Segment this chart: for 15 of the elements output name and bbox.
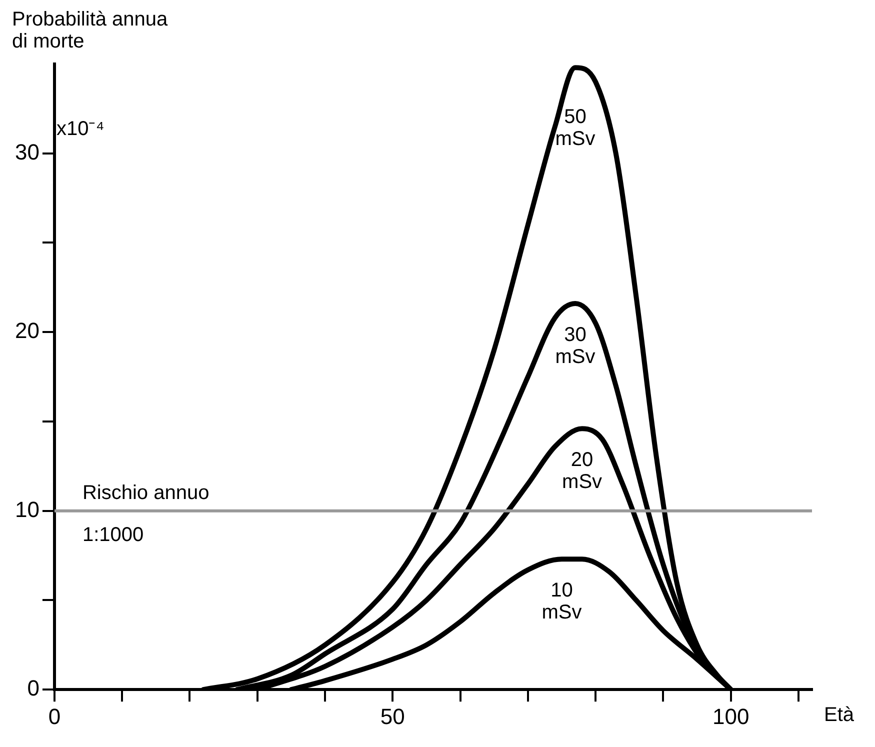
y-tick-label: 30 [14,139,40,164]
y-tick-label: 0 [27,676,40,701]
series-label: 50 mSv [555,106,596,150]
ref-line-label: Rischio annuo 1:1000 [82,482,210,546]
annotation: x10⁻⁴ [56,118,104,140]
y-tick-label: 10 [14,496,40,522]
x-axis-title: Età [824,704,855,726]
y-tick-label: 20 [14,318,40,344]
series-label: 20 mSv [562,449,602,494]
series-label: 30 mSv [555,324,596,368]
x-tick-label: 50 [380,704,405,729]
series-label: 10 mSv [542,580,582,624]
x-tick-label: 0 [48,704,61,729]
y-axis-title: Probabilità annua di morte [12,8,169,53]
x-tick-label: 100 [712,704,750,729]
